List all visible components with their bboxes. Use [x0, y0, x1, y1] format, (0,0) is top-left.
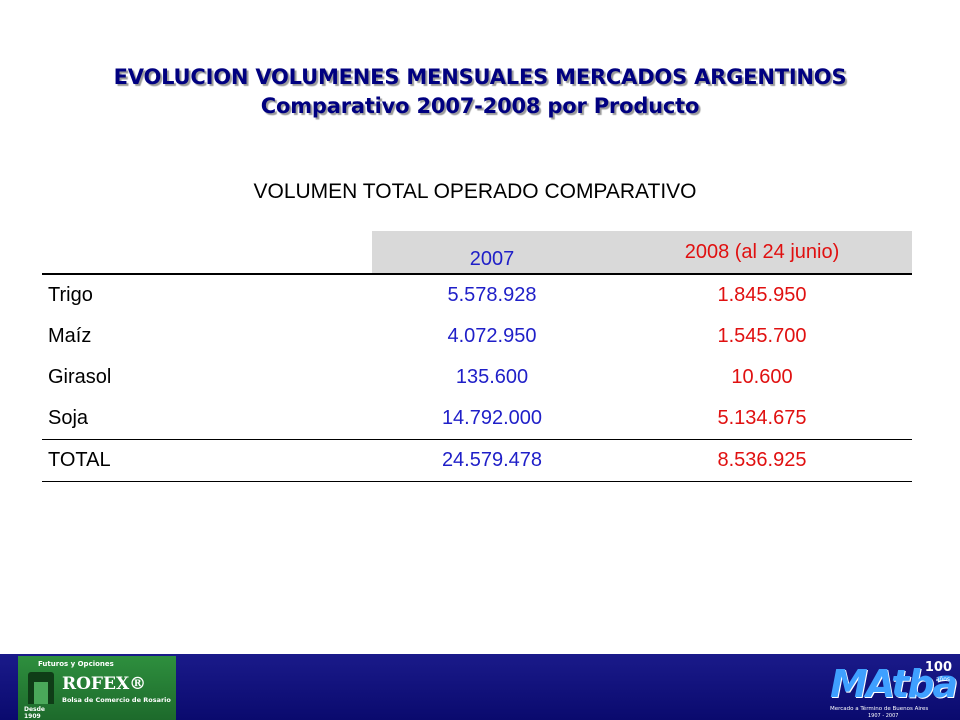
mtba-anos: años: [935, 676, 950, 683]
header-2007: 2007: [372, 231, 612, 275]
comparison-table: 2007 2008 (al 24 junio) Trigo 5.578.928 …: [42, 231, 912, 482]
rofex-name: ROFEX®: [62, 674, 147, 694]
value-2008: 1.545.700: [717, 325, 807, 347]
product-name: Maíz: [48, 325, 92, 347]
value-2008: 1.845.950: [717, 284, 807, 306]
comparison-table-container: 2007 2008 (al 24 junio) Trigo 5.578.928 …: [42, 231, 912, 482]
mtba-hundred: 100: [924, 660, 952, 675]
rofex-year: 1909: [24, 713, 41, 720]
mtba-logo-text: MAtba: [830, 662, 958, 706]
rofex-desde: Desde: [24, 706, 45, 713]
product-name: Soja: [48, 407, 89, 429]
value-2007: 135.600: [455, 366, 529, 388]
total-2007: 24.579.478: [372, 439, 612, 482]
header-2008: 2008 (al 24 junio): [612, 231, 912, 275]
product-name: Girasol: [48, 366, 112, 388]
value-2007: 14.792.000: [441, 407, 543, 429]
product-name: Trigo: [48, 284, 93, 306]
total-label: TOTAL: [42, 439, 372, 482]
table-header-row: 2007 2008 (al 24 junio): [42, 231, 912, 275]
table-row: Maíz 4.072.950 1.545.700: [42, 316, 912, 357]
title-line-2: Comparativo 2007-2008 por Producto: [260, 94, 700, 118]
rofex-tagline: Futuros y Opciones: [38, 660, 114, 668]
mtba-logo: MAtba 100 años Mercado a Término de Buen…: [828, 660, 958, 719]
table-row: Trigo 5.578.928 1.845.950: [42, 274, 912, 316]
rofex-logo: Futuros y Opciones ROFEX® Bolsa de Comer…: [18, 656, 176, 720]
page-title: EVOLUCION VOLUMENES MENSUALES MERCADOS A…: [0, 62, 960, 120]
value-2007: 4.072.950: [447, 325, 537, 347]
tower-icon: [28, 672, 54, 704]
header-product: [42, 231, 372, 275]
value-2008: 5.134.675: [717, 407, 807, 429]
mtba-years: 1907 - 2007: [868, 713, 899, 719]
table-total-row: TOTAL 24.579.478 8.536.925: [42, 439, 912, 482]
title-line-1: EVOLUCION VOLUMENES MENSUALES MERCADOS A…: [113, 65, 847, 89]
value-2008: 10.600: [731, 366, 793, 388]
mtba-tagline: Mercado a Término de Buenos Aires: [830, 706, 929, 712]
total-2008: 8.536.925: [612, 439, 912, 482]
value-2007: 5.578.928: [447, 284, 537, 306]
table-subtitle: VOLUMEN TOTAL OPERADO COMPARATIVO: [253, 180, 697, 203]
table-row: Soja 14.792.000 5.134.675: [42, 398, 912, 440]
table-row: Girasol 135.600 10.600: [42, 357, 912, 398]
rofex-since: Desde 1909: [24, 706, 45, 720]
rofex-subtext: Bolsa de Comercio de Rosario: [62, 696, 171, 704]
